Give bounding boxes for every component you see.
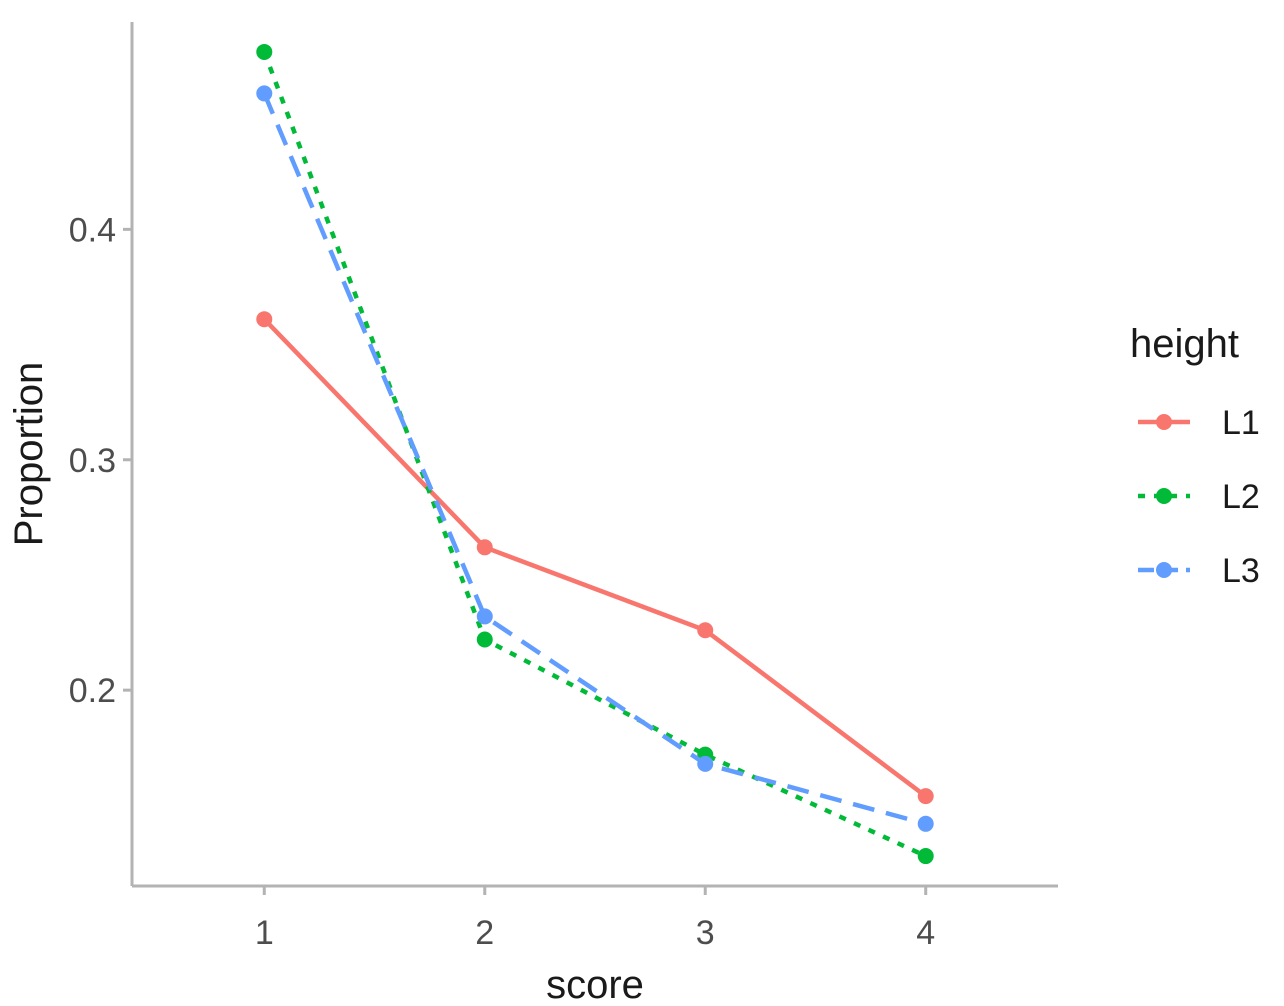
legend-item-l2: L2 <box>1138 478 1260 516</box>
legend-item-l3: L3 <box>1138 552 1260 590</box>
series-line-l3 <box>262 92 927 826</box>
data-point <box>476 608 493 625</box>
x-tick-label: 3 <box>696 914 715 952</box>
plot-panel: 0.2 0.3 0.4 1 2 3 4 <box>69 22 1058 952</box>
data-point <box>476 539 493 556</box>
legend-items: L1 L2 L3 <box>1138 404 1260 590</box>
data-point <box>256 311 273 328</box>
series-line-l2 <box>262 51 927 859</box>
legend-key-point <box>1156 488 1172 504</box>
data-point <box>256 85 273 102</box>
legend-key-point <box>1156 414 1172 430</box>
data-point <box>917 788 934 805</box>
series-l3 <box>256 85 934 832</box>
legend: height L1 L2 L3 <box>1130 322 1260 590</box>
y-tick-label: 0.4 <box>69 211 116 249</box>
data-point <box>476 631 493 648</box>
legend-title: height <box>1130 322 1239 366</box>
data-point <box>697 622 714 639</box>
x-axis-title: score <box>546 963 644 1006</box>
series-l1 <box>256 311 934 805</box>
y-tick-label: 0.2 <box>69 672 116 710</box>
y-axis-ticks: 0.2 0.3 0.4 <box>69 211 132 710</box>
y-axis-title: Proportion <box>7 362 51 547</box>
series-layer <box>256 43 934 865</box>
series-line-l1 <box>262 317 928 798</box>
legend-label: L3 <box>1222 552 1260 590</box>
x-tick-label: 2 <box>475 914 494 952</box>
series-l2 <box>256 43 934 865</box>
legend-item-l1: L1 <box>1138 404 1260 442</box>
data-point <box>917 848 934 865</box>
data-point <box>256 43 273 60</box>
legend-key-point <box>1156 562 1172 578</box>
data-point <box>917 815 934 832</box>
data-point <box>697 755 714 772</box>
x-axis-ticks: 1 2 3 4 <box>255 886 935 952</box>
x-tick-label: 4 <box>916 914 935 952</box>
legend-label: L2 <box>1222 478 1260 516</box>
legend-label: L1 <box>1222 404 1260 442</box>
x-tick-label: 1 <box>255 914 274 952</box>
y-tick-label: 0.3 <box>69 442 116 480</box>
